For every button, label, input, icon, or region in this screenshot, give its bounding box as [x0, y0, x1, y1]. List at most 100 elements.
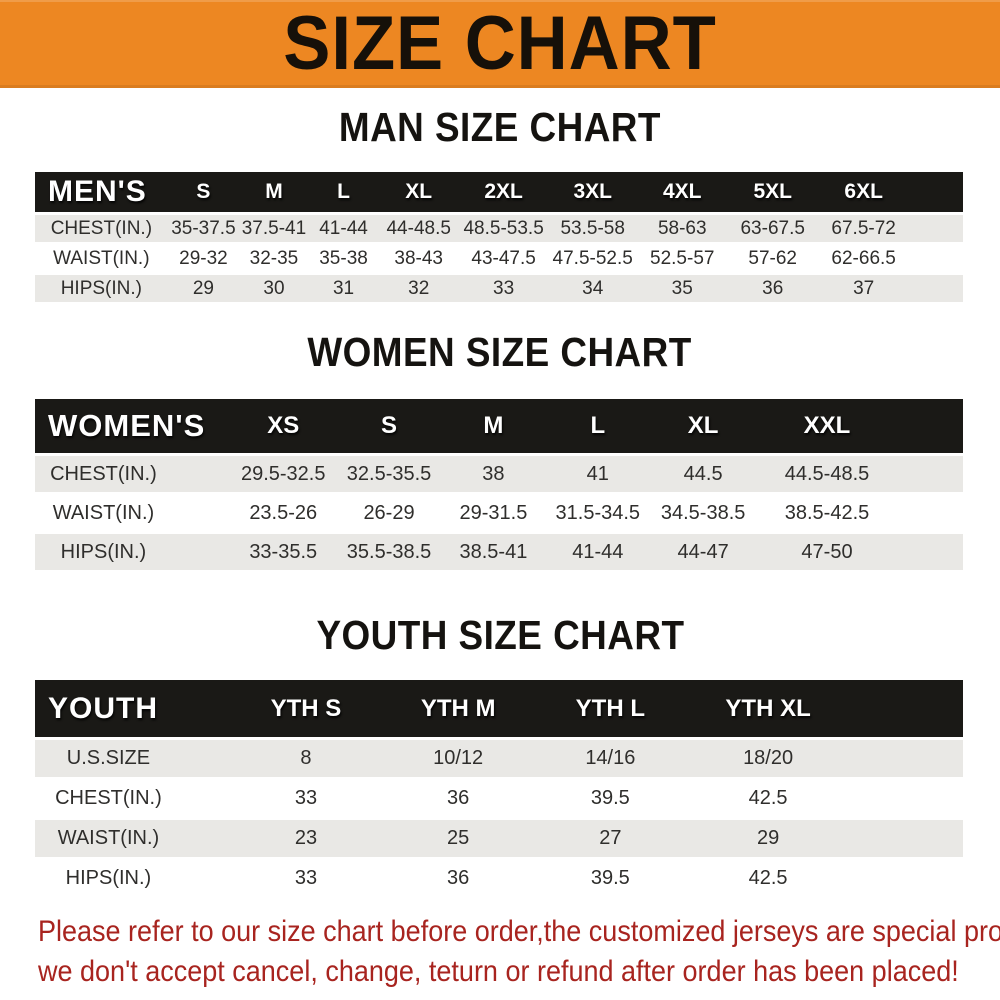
men-header-cell: 4XL: [637, 172, 728, 212]
size-cell: 41: [545, 456, 651, 492]
men-waist-row: WAIST(IN.) 29-32 32-35 35-38 38-43 43-47…: [35, 245, 963, 272]
size-cell: 33: [229, 860, 383, 897]
size-cell: 23.5-26: [229, 495, 337, 531]
size-cell: 32.5-35.5: [336, 456, 442, 492]
spacer-cell: [909, 275, 963, 302]
size-cell: 25: [382, 820, 535, 857]
size-cell: 53.5-58: [548, 215, 638, 242]
size-cell: 52.5-57: [637, 245, 728, 272]
spacer-cell: [849, 820, 963, 857]
size-cell: 29-31.5: [441, 495, 546, 531]
size-cell: 29-32: [167, 245, 240, 272]
row-label: U.S.SIZE: [35, 740, 230, 777]
size-cell: 37: [818, 275, 910, 302]
youth-waist-row: WAIST(IN.) 23 25 27 29: [35, 820, 963, 857]
size-cell: 44-47: [650, 534, 757, 570]
men-header-cell: S: [167, 172, 240, 212]
youth-chest-row: CHEST(IN.) 33 36 39.5 42.5: [35, 780, 963, 817]
men-header-cell: XL: [378, 172, 460, 212]
men-header-cell: 6XL: [818, 172, 910, 212]
size-cell: 44-48.5: [378, 215, 460, 242]
women-size-table: WOMEN'S XS S M L XL XXL CHEST(IN.) 29.5-…: [35, 396, 963, 573]
size-cell: 27: [534, 820, 687, 857]
women-waist-row: WAIST(IN.) 23.5-26 26-29 29-31.5 31.5-34…: [35, 495, 963, 531]
size-cell: 41-44: [545, 534, 651, 570]
row-label: WAIST(IN.): [35, 495, 230, 531]
size-cell: 8: [229, 740, 383, 777]
size-cell: 26-29: [336, 495, 442, 531]
size-cell: 37.5-41: [239, 215, 309, 242]
size-cell: 43-47.5: [459, 245, 549, 272]
row-label: HIPS(IN.): [35, 860, 230, 897]
spacer-cell: [909, 215, 963, 242]
size-cell: 38: [441, 456, 546, 492]
row-label: CHEST(IN.): [35, 456, 230, 492]
size-cell: 63-67.5: [727, 215, 819, 242]
size-cell: 38.5-42.5: [756, 495, 898, 531]
banner-title: SIZE CHART: [283, 1, 717, 86]
youth-header-row: YOUTH YTH S YTH M YTH L YTH XL: [35, 680, 963, 737]
size-cell: 14/16: [534, 740, 687, 777]
spacer-cell: [897, 495, 963, 531]
size-cell: 10/12: [382, 740, 535, 777]
men-hips-row: HIPS(IN.) 29 30 31 32 33 34 35 36 37: [35, 275, 963, 302]
men-size-table: MEN'S S M L XL 2XL 3XL 4XL 5XL 6XL CHEST…: [35, 169, 963, 305]
spacer-cell: [849, 860, 963, 897]
women-header-label: WOMEN'S: [35, 399, 230, 453]
size-cell: 58-63: [637, 215, 728, 242]
order-note: Please refer to our size chart before or…: [38, 912, 1000, 992]
spacer-cell: [909, 245, 963, 272]
size-cell: 35-37.5: [167, 215, 240, 242]
size-cell: 44.5-48.5: [756, 456, 898, 492]
size-cell: 31.5-34.5: [545, 495, 651, 531]
women-header-row: WOMEN'S XS S M L XL XXL: [35, 399, 963, 453]
banner: SIZE CHART: [0, 0, 1000, 88]
row-label: HIPS(IN.): [35, 534, 230, 570]
size-cell: 42.5: [686, 780, 850, 817]
youth-size-table: YOUTH YTH S YTH M YTH L YTH XL U.S.SIZE …: [35, 677, 963, 900]
row-label: HIPS(IN.): [35, 275, 168, 302]
size-cell: 36: [727, 275, 819, 302]
size-cell: 35.5-38.5: [336, 534, 442, 570]
youth-header-cell: YTH XL: [686, 680, 850, 737]
size-cell: 34: [548, 275, 638, 302]
women-header-cell: M: [441, 399, 546, 453]
size-cell: 32: [378, 275, 460, 302]
women-header-cell: XL: [650, 399, 757, 453]
youth-header-spacer: [849, 680, 963, 737]
youth-header-cell: YTH L: [534, 680, 687, 737]
women-hips-row: HIPS(IN.) 33-35.5 35.5-38.5 38.5-41 41-4…: [35, 534, 963, 570]
youth-section-heading: YOUTH SIZE CHART: [315, 612, 685, 658]
size-cell: 41-44: [308, 215, 379, 242]
row-label: WAIST(IN.): [35, 245, 168, 272]
size-cell: 57-62: [727, 245, 819, 272]
size-cell: 29: [167, 275, 240, 302]
row-label: CHEST(IN.): [35, 780, 230, 817]
size-cell: 67.5-72: [818, 215, 910, 242]
size-cell: 62-66.5: [818, 245, 910, 272]
men-header-cell: M: [239, 172, 309, 212]
size-cell: 30: [239, 275, 309, 302]
youth-header-cell: YTH S: [229, 680, 383, 737]
size-cell: 42.5: [686, 860, 850, 897]
women-header-cell: S: [336, 399, 442, 453]
size-cell: 33-35.5: [229, 534, 337, 570]
spacer-cell: [897, 456, 963, 492]
size-cell: 35: [637, 275, 728, 302]
size-cell: 38.5-41: [441, 534, 546, 570]
size-cell: 38-43: [378, 245, 460, 272]
size-cell: 18/20: [686, 740, 850, 777]
size-cell: 48.5-53.5: [459, 215, 549, 242]
men-header-cell: 2XL: [459, 172, 549, 212]
row-label: CHEST(IN.): [35, 215, 168, 242]
women-header-cell: XXL: [756, 399, 898, 453]
women-header-cell: XS: [229, 399, 337, 453]
women-chest-row: CHEST(IN.) 29.5-32.5 32.5-35.5 38 41 44.…: [35, 456, 963, 492]
youth-hips-row: HIPS(IN.) 33 36 39.5 42.5: [35, 860, 963, 897]
men-header-label: MEN'S: [35, 172, 168, 212]
women-section-heading: WOMEN SIZE CHART: [307, 329, 693, 375]
order-note-line2: we don't accept cancel, change, teturn o…: [38, 955, 959, 988]
size-cell: 36: [382, 780, 535, 817]
youth-header-label: YOUTH: [35, 680, 230, 737]
row-label: WAIST(IN.): [35, 820, 230, 857]
